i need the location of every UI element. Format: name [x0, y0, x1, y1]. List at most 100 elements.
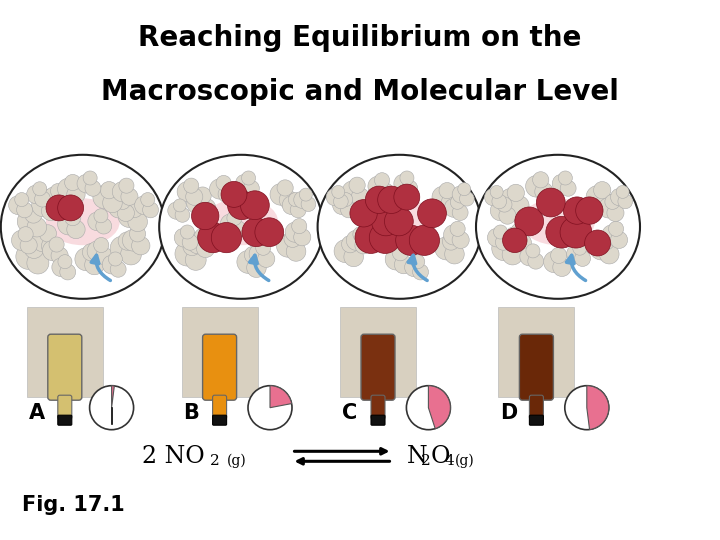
Circle shape: [42, 240, 63, 261]
Circle shape: [353, 227, 368, 242]
Circle shape: [17, 210, 40, 233]
Circle shape: [485, 188, 502, 206]
Circle shape: [96, 247, 113, 265]
Circle shape: [497, 197, 512, 212]
FancyBboxPatch shape: [27, 307, 103, 397]
Circle shape: [218, 185, 235, 202]
Circle shape: [67, 220, 85, 239]
Text: B: B: [184, 403, 199, 423]
Circle shape: [130, 226, 145, 242]
FancyBboxPatch shape: [371, 415, 385, 425]
Text: C: C: [342, 403, 357, 423]
Circle shape: [452, 231, 469, 248]
Circle shape: [87, 241, 107, 261]
Circle shape: [528, 253, 544, 269]
Circle shape: [608, 221, 624, 237]
Circle shape: [288, 193, 302, 207]
Circle shape: [58, 213, 79, 235]
Circle shape: [590, 237, 613, 260]
Circle shape: [187, 232, 209, 254]
Circle shape: [365, 186, 392, 213]
Circle shape: [120, 244, 141, 265]
Circle shape: [49, 237, 64, 252]
Circle shape: [560, 217, 592, 248]
Circle shape: [607, 204, 624, 221]
Circle shape: [121, 188, 138, 205]
Circle shape: [117, 204, 135, 221]
Circle shape: [510, 196, 529, 215]
Circle shape: [553, 258, 571, 276]
Circle shape: [332, 185, 345, 198]
Circle shape: [82, 244, 99, 261]
Circle shape: [515, 207, 544, 236]
Circle shape: [444, 225, 464, 245]
Circle shape: [122, 230, 144, 251]
Ellipse shape: [204, 198, 278, 245]
Circle shape: [143, 202, 158, 218]
Circle shape: [552, 174, 571, 193]
Circle shape: [65, 210, 81, 226]
Circle shape: [186, 188, 203, 205]
Circle shape: [575, 251, 590, 266]
Circle shape: [168, 202, 185, 219]
Circle shape: [18, 227, 33, 242]
Circle shape: [198, 222, 228, 253]
Circle shape: [602, 225, 622, 245]
Text: Macroscopic and Molecular Level: Macroscopic and Molecular Level: [101, 78, 619, 106]
Circle shape: [402, 180, 418, 196]
Circle shape: [294, 191, 311, 208]
Circle shape: [9, 196, 27, 214]
Circle shape: [175, 241, 199, 266]
Circle shape: [39, 190, 56, 207]
Circle shape: [118, 232, 137, 250]
Circle shape: [243, 180, 259, 196]
Circle shape: [504, 227, 526, 248]
Circle shape: [600, 245, 619, 264]
Circle shape: [180, 225, 194, 239]
Circle shape: [42, 201, 61, 221]
Circle shape: [85, 180, 101, 196]
Circle shape: [102, 255, 121, 274]
Circle shape: [355, 237, 372, 254]
Circle shape: [103, 193, 122, 213]
Circle shape: [228, 191, 256, 220]
Circle shape: [406, 386, 451, 430]
FancyArrowPatch shape: [250, 255, 269, 280]
Circle shape: [186, 191, 210, 214]
Circle shape: [24, 239, 44, 259]
Circle shape: [211, 222, 241, 253]
Circle shape: [418, 199, 446, 228]
Circle shape: [279, 191, 297, 209]
Circle shape: [220, 214, 240, 234]
Circle shape: [368, 176, 388, 197]
Text: 2: 2: [210, 454, 220, 468]
Circle shape: [32, 229, 55, 252]
Circle shape: [39, 225, 56, 242]
Circle shape: [369, 222, 401, 253]
Ellipse shape: [521, 198, 595, 245]
FancyBboxPatch shape: [498, 307, 575, 397]
Ellipse shape: [476, 155, 640, 299]
Circle shape: [334, 240, 357, 262]
Circle shape: [194, 187, 211, 204]
Circle shape: [93, 186, 116, 208]
Circle shape: [526, 244, 540, 258]
Circle shape: [452, 205, 468, 220]
Wedge shape: [428, 386, 451, 429]
FancyBboxPatch shape: [212, 395, 227, 419]
Circle shape: [405, 258, 423, 276]
Text: Reaching Equilibrium on the: Reaching Equilibrium on the: [138, 24, 582, 52]
FancyBboxPatch shape: [58, 395, 72, 419]
Circle shape: [242, 218, 271, 247]
Circle shape: [287, 242, 306, 261]
Circle shape: [282, 196, 301, 214]
Circle shape: [12, 230, 32, 251]
Circle shape: [439, 183, 455, 199]
Circle shape: [118, 205, 141, 227]
Circle shape: [292, 219, 307, 234]
FancyArrowPatch shape: [294, 449, 386, 454]
Circle shape: [410, 255, 425, 269]
Circle shape: [44, 187, 64, 207]
Circle shape: [108, 252, 122, 266]
Circle shape: [500, 232, 518, 250]
